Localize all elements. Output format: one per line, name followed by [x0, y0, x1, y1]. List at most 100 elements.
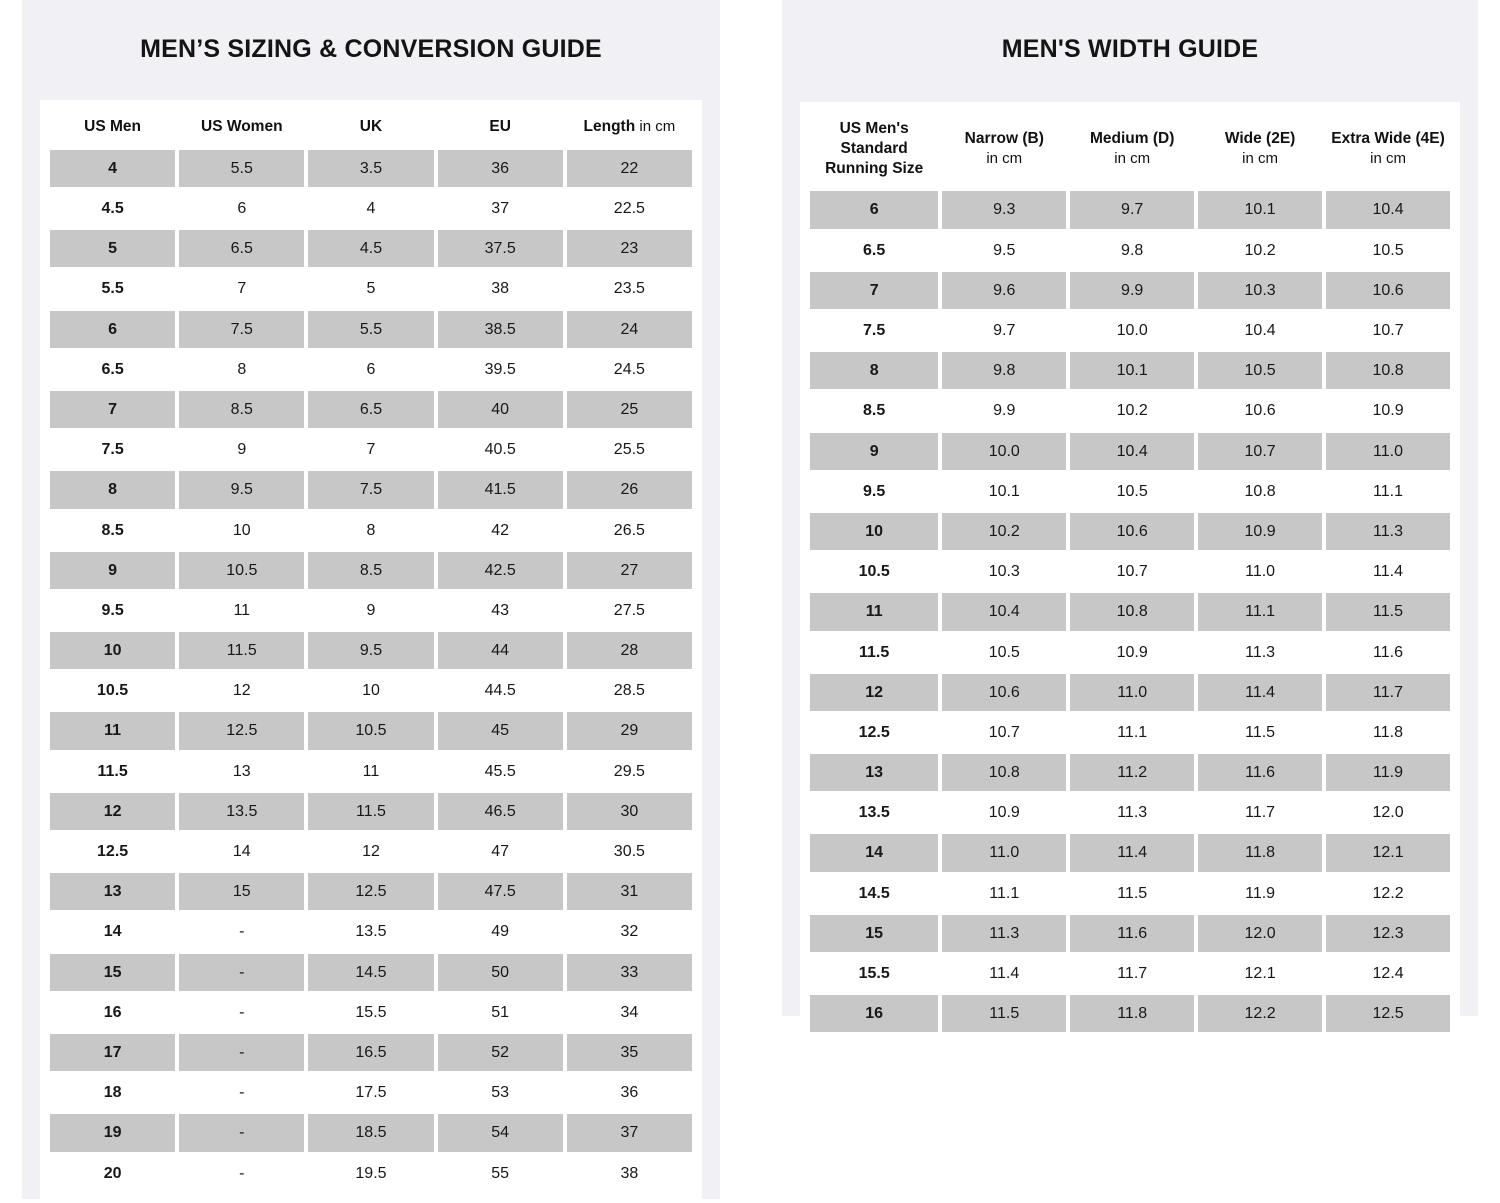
value-cell: 55: [437, 1154, 563, 1192]
table-body-left: 4 5.5 3.5 36 22 4.5 6 4 37 22.5 5 6.5 4.5 37.5 23 5.5 7 5…: [50, 149, 692, 1192]
header-row: US Men US Women UK EU Length in cm: [50, 103, 692, 147]
column-header-unit: in cm: [1242, 150, 1279, 168]
size-cell: 14.5: [810, 874, 939, 912]
table-row: 14 11.0 11.4 11.8 12.1: [810, 834, 1450, 872]
table-row: 5 6.5 4.5 37.5 23: [50, 230, 692, 268]
table-row: 11.5 10.5 10.9 11.3 11.6: [810, 633, 1450, 671]
column-header-label: Standard: [840, 139, 908, 157]
size-cell: 14: [50, 913, 176, 951]
size-cell: 6.5: [810, 231, 939, 269]
size-cell: 8: [50, 471, 176, 509]
value-cell: 10.0: [942, 432, 1067, 470]
value-cell: 19.5: [308, 1154, 434, 1192]
mens-width-panel: MEN'S WIDTH GUIDE US Men's Standard Runnin…: [782, 0, 1478, 1046]
value-cell: 11.1: [942, 874, 1067, 912]
value-cell: 54: [437, 1114, 563, 1152]
column-header-label: Narrow (B): [964, 130, 1044, 148]
value-cell: 12: [179, 672, 305, 710]
table-row: 6.5 8 6 39.5 24.5: [50, 350, 692, 388]
value-cell: 38: [566, 1154, 692, 1192]
size-cell: 12.5: [810, 713, 939, 752]
size-cell: 10: [810, 512, 939, 551]
size-cell: 16: [810, 995, 939, 1033]
value-cell: 50: [437, 953, 563, 991]
value-cell: 11.4: [1070, 834, 1195, 872]
value-cell: 11: [308, 752, 434, 790]
table-row: 12.5 10.7 11.1 11.5 11.8: [810, 713, 1450, 752]
table-row: 15 11.3 11.6 12.0 12.3: [810, 914, 1450, 953]
value-cell: 7: [308, 431, 434, 469]
value-cell: 11.8: [1070, 995, 1195, 1033]
value-cell: 12.4: [1326, 955, 1450, 993]
value-cell: 10.4: [1198, 312, 1323, 350]
table-row: 9 10.5 8.5 42.5 27: [50, 551, 692, 589]
value-cell: 9: [179, 431, 305, 469]
value-cell: 37: [437, 190, 563, 228]
value-cell: 9.5: [942, 231, 1067, 269]
page-title-left: MEN’S SIZING & CONVERSION GUIDE: [140, 35, 602, 63]
value-cell: 11.5: [942, 995, 1067, 1033]
value-cell: -: [179, 993, 305, 1031]
value-cell: 5.5: [308, 310, 434, 348]
value-cell: 11.7: [1198, 794, 1323, 832]
value-cell: 13: [179, 752, 305, 790]
size-cell: 4: [50, 149, 176, 188]
value-cell: 34: [566, 993, 692, 1031]
value-cell: 10.1: [942, 472, 1067, 510]
value-cell: 30: [566, 792, 692, 831]
value-cell: 8.5: [179, 390, 305, 429]
column-header-0: US Men's Standard Running Size: [810, 105, 939, 189]
value-cell: 45: [437, 712, 563, 750]
sizing-conversion-table: US Men US Women UK EU Length in cm 4 5.5 3.5 36…: [46, 100, 696, 1195]
value-cell: 42: [437, 511, 563, 549]
value-cell: 28: [566, 632, 692, 670]
value-cell: 5: [308, 270, 434, 308]
column-header-4: Extra Wide (4E) in cm: [1326, 105, 1450, 189]
value-cell: 12.0: [1198, 914, 1323, 953]
value-cell: 10.4: [942, 593, 1067, 631]
value-cell: 11.6: [1070, 914, 1195, 953]
value-cell: 28.5: [566, 672, 692, 710]
value-cell: 8: [308, 511, 434, 549]
value-cell: 25: [566, 390, 692, 429]
value-cell: 9.5: [179, 471, 305, 509]
value-cell: 11.3: [1198, 633, 1323, 671]
size-cell: 17: [50, 1033, 176, 1072]
column-header-unit: in cm: [1370, 150, 1406, 168]
value-cell: 10.6: [1198, 392, 1323, 430]
sizing-conversion-table-wrap: US Men US Women UK EU Length in cm 4 5.5 3.5 36…: [40, 100, 702, 1203]
size-cell: 11: [810, 593, 939, 631]
value-cell: 6.5: [179, 230, 305, 268]
value-cell: 11.5: [1326, 593, 1450, 631]
value-cell: 52: [437, 1033, 563, 1072]
value-cell: 4.5: [308, 230, 434, 268]
value-cell: 7.5: [308, 471, 434, 509]
size-cell: 7.5: [810, 312, 939, 350]
mens-sizing-conversion-panel: MEN’S SIZING & CONVERSION GUIDE US Men US…: [22, 0, 720, 1203]
value-cell: 9.7: [942, 312, 1067, 350]
value-cell: 10.8: [1070, 593, 1195, 631]
column-header-unit: in cm: [1114, 150, 1151, 168]
size-cell: 10.5: [810, 553, 939, 591]
value-cell: -: [179, 1074, 305, 1112]
table-row: 4.5 6 4 37 22.5: [50, 190, 692, 228]
value-cell: 40: [437, 390, 563, 429]
size-cell: 12.5: [50, 833, 176, 871]
column-header-label: Medium (D): [1089, 130, 1175, 148]
value-cell: 11: [179, 591, 305, 630]
value-cell: 49: [437, 913, 563, 951]
table-row: 9 10.0 10.4 10.7 11.0: [810, 432, 1450, 470]
value-cell: 10.2: [942, 512, 1067, 551]
value-cell: 41.5: [437, 471, 563, 509]
value-cell: 10.9: [1326, 392, 1450, 430]
column-header-3: EU: [437, 103, 563, 147]
table-row: 19-18.5 54 37: [50, 1114, 692, 1152]
value-cell: 10.7: [1326, 312, 1450, 350]
value-cell: 12.2: [1326, 874, 1450, 912]
size-cell: 10.5: [50, 672, 176, 710]
value-cell: 11.9: [1326, 754, 1450, 792]
table-row: 7.5 9.7 10.0 10.4 10.7: [810, 312, 1450, 350]
value-cell: 44: [437, 632, 563, 670]
table-row: 14-13.5 49 32: [50, 913, 692, 951]
value-cell: 36: [437, 149, 563, 188]
